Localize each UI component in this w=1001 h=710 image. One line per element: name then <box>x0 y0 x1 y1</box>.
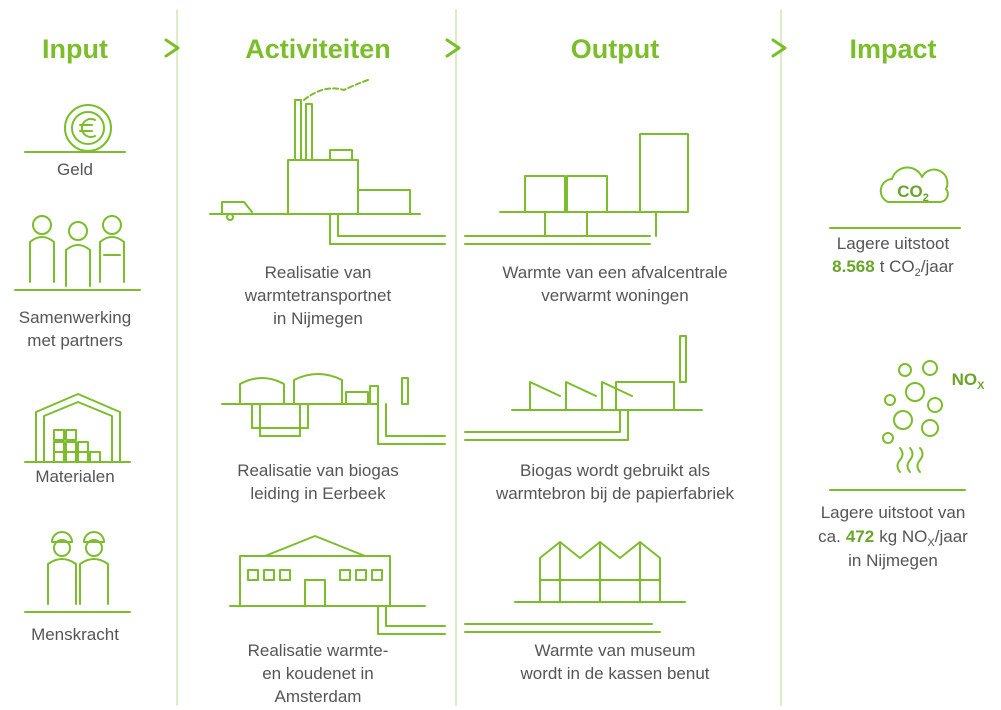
label: Lagere uitstoot van <box>821 503 966 522</box>
label: in Nijmegen <box>273 309 363 328</box>
label: wordt in de kassen benut <box>519 664 709 683</box>
prefix: ca. <box>818 527 841 546</box>
column-header: Input <box>42 34 108 64</box>
label: 8.568 t CO2/jaar <box>832 257 954 279</box>
column-header: Activiteiten <box>245 34 391 64</box>
icon-label: NOX <box>952 370 986 392</box>
label: Realisatie warmte- <box>248 641 389 660</box>
label: Materialen <box>35 467 114 486</box>
subscript: 2 <box>923 192 929 204</box>
label: Samenwerking <box>19 308 131 327</box>
column-header: Impact <box>849 34 936 64</box>
unit: /jaar <box>935 527 968 546</box>
unit: kg NO <box>879 527 927 546</box>
label: Warmte van een afvalcentrale <box>502 263 727 282</box>
label: Amsterdam <box>275 687 362 706</box>
value: 8.568 <box>832 257 875 276</box>
label: en koudenet in <box>262 664 374 683</box>
label: Menskracht <box>31 625 119 644</box>
subscript: X <box>977 380 985 392</box>
formula: CO <box>897 182 923 201</box>
formula: NO <box>952 370 978 389</box>
subscript: 2 <box>915 267 921 279</box>
value: 472 <box>846 527 874 546</box>
label: in Nijmegen <box>848 551 938 570</box>
label: warmtetransportnet <box>244 286 392 305</box>
icon-label: CO2 <box>897 182 929 204</box>
layout <box>14 9 966 706</box>
label: leiding in Eerbeek <box>250 484 386 503</box>
label: Warmte van museum <box>535 641 696 660</box>
column-header: Output <box>571 34 659 64</box>
label: verwarmt woningen <box>541 286 688 305</box>
unit: t CO <box>880 257 915 276</box>
label: warmtebron bij de papierfabriek <box>495 484 735 503</box>
label: Biogas wordt gebruikt als <box>520 461 710 480</box>
label: met partners <box>27 331 122 350</box>
unit: /jaar <box>921 257 954 276</box>
label: Realisatie van <box>265 263 372 282</box>
label: Geld <box>57 160 93 179</box>
label: ca. 472 kg NOX/jaar <box>818 527 968 549</box>
label: Lagere uitstoot <box>837 234 950 253</box>
subscript: X <box>927 537 935 549</box>
label: Realisatie van biogas <box>237 461 399 480</box>
